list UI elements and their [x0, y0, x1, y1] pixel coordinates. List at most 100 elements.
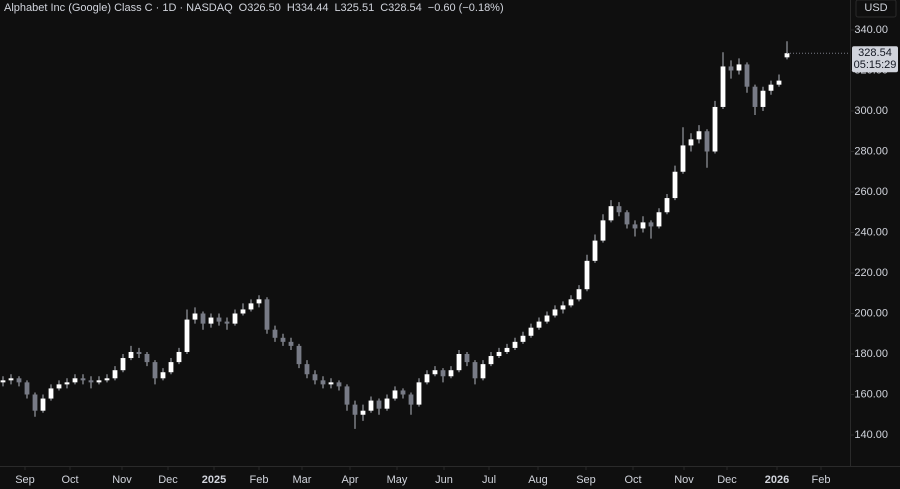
- candle-body: [768, 84, 774, 91]
- x-tick-label: Oct: [61, 474, 78, 486]
- candle-body: [448, 370, 454, 377]
- legend-value: C328.54: [380, 2, 422, 14]
- candle-body: [512, 341, 518, 348]
- candle-body: [256, 299, 262, 304]
- candle-body: [64, 382, 70, 385]
- candle-body: [368, 400, 374, 411]
- candle-body: [656, 212, 662, 227]
- y-tick-label: 180.00: [854, 348, 888, 360]
- candle-body: [480, 364, 486, 379]
- candle-body: [352, 404, 358, 415]
- candle-body: [104, 378, 110, 381]
- candle-body: [504, 347, 510, 352]
- candle-body: [424, 374, 430, 383]
- candle-body: [176, 351, 182, 363]
- candle-body: [680, 145, 686, 172]
- currency-box[interactable]: [855, 0, 897, 18]
- x-tick-label: Sep: [15, 474, 35, 486]
- candle-body: [416, 382, 422, 405]
- candle-body: [608, 206, 614, 221]
- legend-value: −0.60 (−0.18%): [428, 2, 504, 14]
- x-tick-label: Mar: [293, 474, 312, 486]
- candle-body: [320, 380, 326, 385]
- candle-body: [288, 341, 294, 346]
- candle-body: [632, 224, 638, 229]
- candle-body: [96, 380, 102, 383]
- candle-body: [40, 398, 46, 411]
- candle-body: [496, 351, 502, 357]
- x-tick-label: Dec: [717, 474, 737, 486]
- candle-body: [16, 378, 22, 383]
- candle-body: [152, 362, 158, 379]
- candle-body: [592, 240, 598, 261]
- candle-body: [0, 380, 6, 383]
- candle-body: [640, 222, 646, 229]
- y-tick-label: 200.00: [854, 307, 888, 319]
- candle-body: [688, 139, 694, 146]
- candle-body: [528, 327, 534, 336]
- x-tick-label: Feb: [812, 474, 831, 486]
- candle-body: [464, 354, 470, 363]
- candle-body: [696, 131, 702, 140]
- candle-body: [776, 80, 782, 85]
- candle-body: [216, 317, 222, 322]
- candle-body: [296, 345, 302, 365]
- candle-body: [488, 356, 494, 365]
- candle-body: [384, 398, 390, 409]
- candle-body: [616, 206, 622, 213]
- candle-body: [112, 370, 118, 379]
- currency[interactable]: USD: [864, 2, 887, 14]
- candle-body: [560, 305, 566, 310]
- y-tick-label: 240.00: [854, 226, 888, 238]
- candle-body: [472, 362, 478, 379]
- candle-body: [88, 380, 94, 383]
- candle-body: [544, 315, 550, 322]
- x-tick-label: 2026: [765, 474, 789, 486]
- x-tick-label: 2025: [202, 474, 226, 486]
- candle-body: [80, 378, 86, 381]
- y-tick-label: 220.00: [854, 267, 888, 279]
- candle-body: [208, 317, 214, 324]
- candle-body: [48, 388, 54, 399]
- candle-body: [248, 303, 254, 310]
- x-tick-label: Aug: [528, 474, 548, 486]
- candle-body: [128, 351, 134, 359]
- candle-body: [584, 260, 590, 290]
- candle-body: [120, 358, 126, 371]
- last-price: 328.54: [858, 47, 892, 59]
- candle-body: [240, 309, 246, 314]
- legend-value: H334.44: [287, 2, 329, 14]
- candle-body: [200, 313, 206, 324]
- countdown: 05:15:29: [854, 59, 897, 71]
- y-tick-label: 160.00: [854, 388, 888, 400]
- candle-body: [280, 337, 286, 342]
- candle-body: [744, 64, 750, 87]
- candle-body: [192, 313, 198, 320]
- candle-body: [376, 400, 382, 409]
- chart-title: Alphabet Inc (Google) Class C · 1D · NAS…: [4, 2, 233, 14]
- candle-body: [624, 212, 630, 225]
- candle-body: [56, 384, 62, 389]
- y-tick-label: 300.00: [854, 105, 888, 117]
- x-tick-label: Feb: [250, 474, 269, 486]
- y-tick-label: 260.00: [854, 186, 888, 198]
- candle-body: [760, 90, 766, 107]
- x-tick-label: Nov: [674, 474, 694, 486]
- candle-body: [552, 309, 558, 316]
- candle-body: [72, 378, 78, 383]
- y-tick-label: 340.00: [854, 24, 888, 36]
- candle-body: [360, 410, 366, 415]
- candle-body: [168, 362, 174, 373]
- candle-body: [704, 131, 710, 152]
- candle-body: [264, 299, 270, 330]
- candle-body: [720, 66, 726, 107]
- x-tick-label: Apr: [341, 474, 358, 486]
- candle-body: [752, 86, 758, 107]
- candle-body: [576, 289, 582, 300]
- candle-body: [392, 390, 398, 399]
- candle-body: [224, 321, 230, 324]
- x-tick-label: Nov: [112, 474, 132, 486]
- legend-value: O326.50: [239, 2, 281, 14]
